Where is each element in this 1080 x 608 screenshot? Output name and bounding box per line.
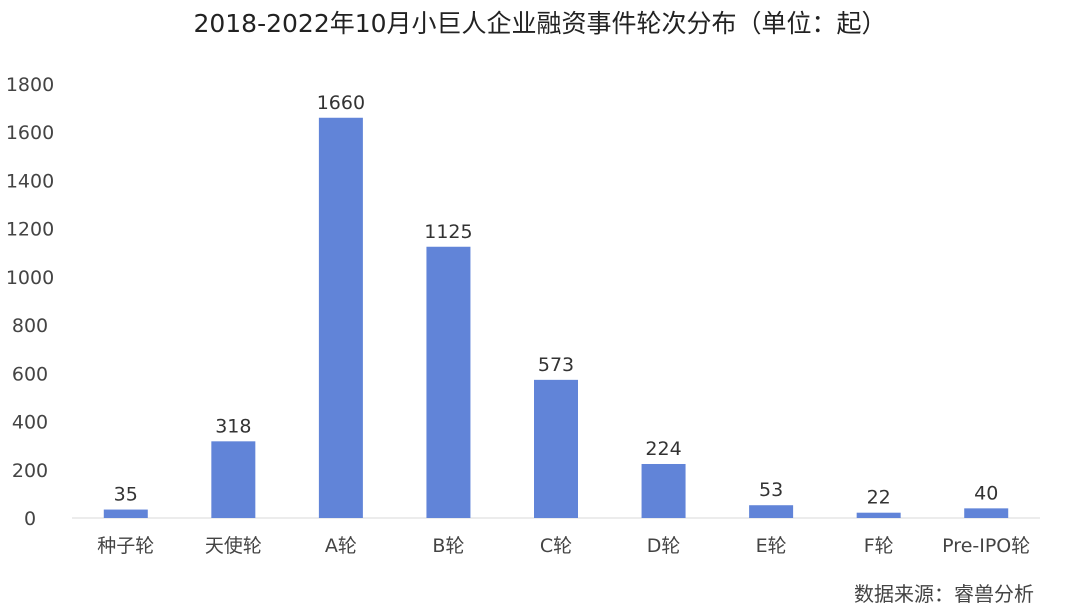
bar — [964, 508, 1009, 518]
y-tick-label: 200 — [12, 460, 48, 482]
data-source: 数据来源：睿兽分析 — [854, 582, 1034, 606]
bar — [103, 509, 148, 518]
y-tick-label: 1800 — [6, 74, 54, 96]
y-tick-label: 400 — [12, 412, 48, 434]
x-tick-label: A轮 — [325, 535, 357, 557]
y-tick-label: 1400 — [6, 170, 54, 192]
y-tick-label: 1600 — [6, 122, 54, 144]
bar — [211, 441, 256, 518]
bar — [318, 117, 363, 518]
y-tick-label: 800 — [12, 315, 48, 337]
data-label: 35 — [114, 484, 138, 506]
x-tick-label: 天使轮 — [205, 535, 262, 557]
x-tick-label: F轮 — [864, 535, 894, 557]
x-tick-label: 种子轮 — [97, 535, 154, 557]
data-label: 1660 — [317, 92, 365, 114]
x-tick-label: B轮 — [432, 535, 464, 557]
data-label: 224 — [645, 438, 681, 460]
y-tick-label: 600 — [12, 363, 48, 385]
x-tick-label: Pre-IPO轮 — [942, 535, 1030, 557]
x-tick-label: C轮 — [540, 535, 572, 557]
bar — [749, 505, 794, 518]
data-label: 53 — [759, 479, 783, 501]
data-label: 318 — [215, 415, 251, 437]
bar — [856, 512, 901, 518]
data-label: 22 — [867, 487, 891, 509]
y-tick-label: 0 — [24, 508, 36, 530]
x-tick-label: E轮 — [756, 535, 787, 557]
bar — [534, 379, 578, 518]
x-tick-label: D轮 — [647, 535, 681, 557]
data-label: 40 — [974, 482, 998, 504]
data-label: 1125 — [424, 221, 472, 243]
y-tick-label: 1000 — [6, 267, 54, 289]
data-label: 573 — [538, 354, 574, 376]
chart-title: 2018-2022年10月小巨人企业融资事件轮次分布（单位：起） — [193, 9, 887, 38]
y-tick-label: 1200 — [6, 219, 54, 241]
bar — [641, 463, 686, 518]
bar — [426, 246, 471, 518]
